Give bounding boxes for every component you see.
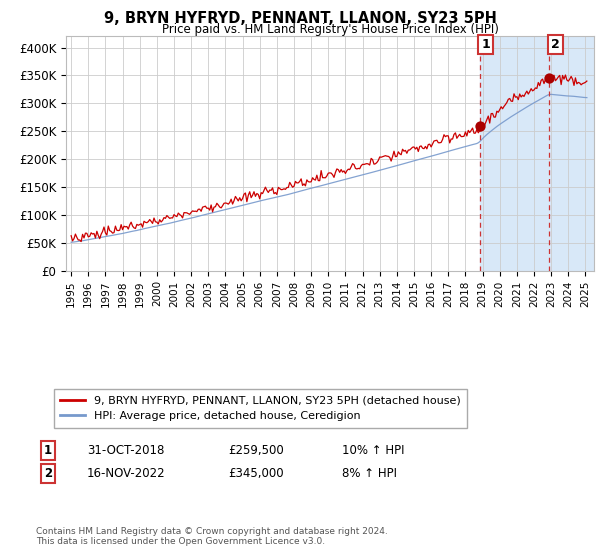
Text: 1: 1 — [481, 38, 490, 52]
Text: £259,500: £259,500 — [228, 444, 284, 458]
Text: 8% ↑ HPI: 8% ↑ HPI — [342, 466, 397, 480]
Text: 2: 2 — [551, 38, 559, 52]
Point — [475, 122, 484, 130]
Point — [544, 74, 554, 83]
Text: 1: 1 — [44, 444, 52, 458]
Bar — [479, 36, 600, 270]
Text: £345,000: £345,000 — [228, 466, 284, 480]
Text: Contains HM Land Registry data © Crown copyright and database right 2024.
This d: Contains HM Land Registry data © Crown c… — [36, 526, 388, 546]
Text: 16-NOV-2022: 16-NOV-2022 — [87, 466, 166, 480]
Title: Price paid vs. HM Land Registry's House Price Index (HPI): Price paid vs. HM Land Registry's House … — [161, 24, 499, 36]
Text: 10% ↑ HPI: 10% ↑ HPI — [342, 444, 404, 458]
Text: 9, BRYN HYFRYD, PENNANT, LLANON, SY23 5PH: 9, BRYN HYFRYD, PENNANT, LLANON, SY23 5P… — [104, 11, 496, 26]
Legend: 9, BRYN HYFRYD, PENNANT, LLANON, SY23 5PH (detached house), HPI: Average price, : 9, BRYN HYFRYD, PENNANT, LLANON, SY23 5P… — [53, 389, 467, 428]
Text: 2: 2 — [44, 466, 52, 480]
Text: 31-OCT-2018: 31-OCT-2018 — [87, 444, 164, 458]
